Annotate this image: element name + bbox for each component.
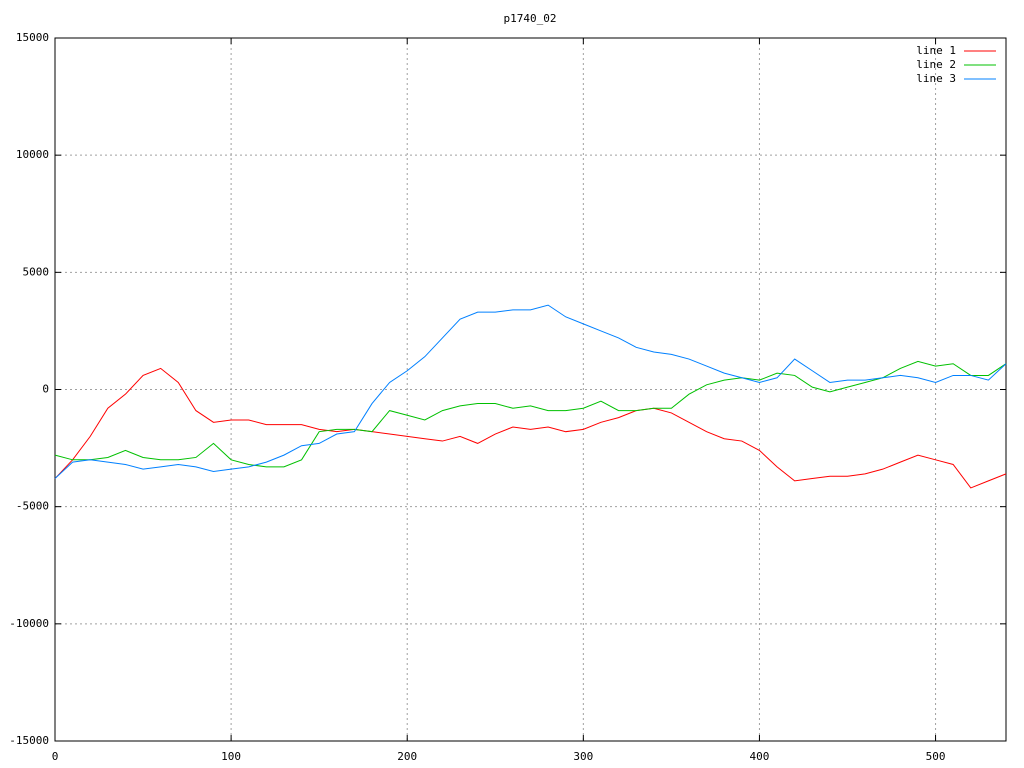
y-tick-label: -15000	[9, 734, 49, 747]
y-tick-label: 15000	[16, 31, 49, 44]
data-line	[54, 367, 1007, 489]
x-tick-label: 0	[52, 750, 59, 763]
x-tick-label: 100	[221, 750, 241, 763]
legend-label: line 1	[916, 44, 956, 57]
y-tick-label: 5000	[23, 265, 50, 278]
y-tick-label: -5000	[16, 500, 49, 513]
chart-title: p1740_02	[504, 12, 557, 25]
legend-label: line 2	[916, 58, 956, 71]
plot-border	[54, 37, 1007, 742]
x-tick-label: 300	[573, 750, 593, 763]
x-tick-label: 500	[926, 750, 946, 763]
x-tick-label: 200	[397, 750, 417, 763]
y-tick-label: 10000	[16, 148, 49, 161]
data-line	[54, 304, 1007, 479]
data-line	[54, 360, 1007, 468]
y-tick-label: 0	[42, 383, 49, 396]
legend-label: line 3	[916, 72, 956, 85]
y-tick-label: -10000	[9, 617, 49, 630]
x-tick-label: 400	[750, 750, 770, 763]
